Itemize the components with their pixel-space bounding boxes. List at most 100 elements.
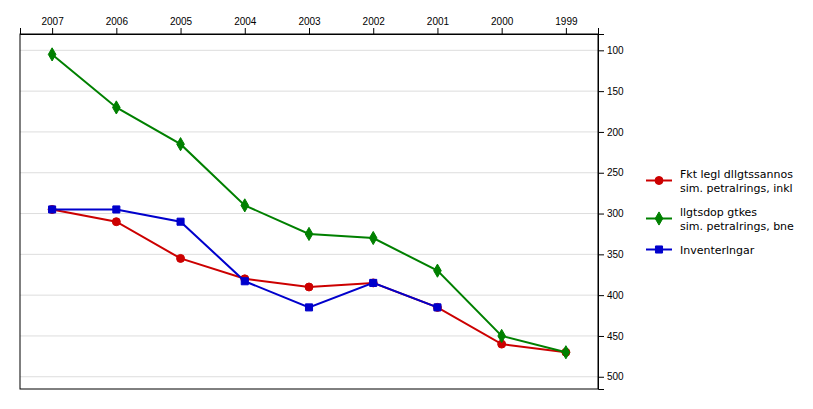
x-tick-label: 2006 [106,16,129,27]
point [305,304,312,311]
grid-line [20,335,598,336]
x-tick-label: 2001 [427,16,450,27]
legend-item: llgtsdop gtkessim. petralrings, bne [646,206,794,233]
x-tick: 2002 [363,16,386,34]
grid-line [20,213,598,214]
x-tick-mark [502,28,503,34]
point [113,206,120,213]
x-tick: 1999 [555,16,578,34]
point [562,346,570,359]
y-tick-mark [598,50,604,51]
grid [20,50,598,376]
point [241,278,248,285]
point [433,303,441,311]
y-tick: 200 [598,127,624,138]
x-tick: 2001 [427,16,450,34]
y-tick-label: 100 [607,45,624,56]
x-tick: 2006 [106,16,129,34]
x-tick-mark [309,28,310,34]
y-tick-mark [598,91,604,92]
x-tick-mark [181,28,182,34]
x-tick: 2005 [170,16,193,34]
y-tick: 250 [598,167,624,178]
plot: 1999200020012002200320042005200620071001… [20,16,624,390]
x-tick-mark [245,28,246,34]
point [370,279,377,286]
y-tick: 450 [598,331,624,342]
legend-label: Fkt legl dllgtssannossim. petralrings, i… [680,168,793,195]
y-tick-label: 350 [607,249,624,260]
plot-frame [20,34,598,389]
legend-label: llgtsdop gtkessim. petralrings, bne [680,206,794,233]
x-tick: 2007 [41,16,64,34]
y-tick-label: 250 [607,167,624,178]
x-tick-label: 2003 [298,16,321,27]
x-tick-mark [116,28,117,34]
y-tick-label: 200 [607,127,624,138]
point [305,283,313,291]
series [49,206,441,311]
y-axis-line [599,35,605,390]
y-tick-mark [598,132,604,133]
legend-item: Fkt legl dllgtssannossim. petralrings, i… [646,168,793,195]
legend-swatch-marker [655,212,663,225]
x-tick-mark [373,28,374,34]
point [241,199,249,212]
y-tick-label: 400 [607,290,624,301]
point [434,304,441,311]
x-tick-label: 2004 [234,16,257,27]
series [48,205,570,356]
y-tick-label: 300 [607,208,624,219]
grid-line [20,91,598,92]
x-tick-label: 2005 [170,16,193,27]
point [177,218,184,225]
grid-line [20,295,598,296]
x-tick-label: 2002 [363,16,386,27]
x-axis-line [21,28,599,35]
point [434,264,442,277]
grid-line [20,376,598,377]
x-tick-label: 2007 [41,16,64,27]
y-tick: 100 [598,45,624,56]
y-axis: 100 150 200 250 300 350 400 450 500 [598,35,624,390]
y-tick-mark [598,336,604,337]
x-tick: 2000 [491,16,514,34]
y-tick: 500 [598,371,624,382]
y-tick-label: 500 [607,371,624,382]
legend: Fkt legl dllgtssannossim. petralrings, i… [646,168,794,257]
point [113,101,121,114]
y-tick-label: 450 [607,331,624,342]
grid-line [20,131,598,132]
x-axis: 1999 2000 2001 2002 2003 2004 2005 2006 2007 [21,16,599,35]
x-tick-mark [437,28,438,34]
point [498,329,506,342]
point [48,205,56,213]
point [369,231,377,244]
legend-swatch-marker [655,246,662,253]
chart: 1999200020012002200320042005200620071001… [0,0,813,409]
y-tick-mark [598,254,604,255]
x-tick-mark [52,28,53,34]
point [112,218,120,226]
point [49,206,56,213]
y-tick: 400 [598,290,624,301]
y-tick-mark [598,377,604,378]
series [48,48,569,359]
y-tick-label: 150 [607,86,624,97]
y-tick-mark [598,214,604,215]
x-tick: 2003 [298,16,321,34]
x-tick-label: 1999 [555,16,578,27]
grid-line [20,172,598,173]
y-tick: 150 [598,86,624,97]
y-tick: 300 [598,208,624,219]
y-tick: 350 [598,249,624,260]
x-tick: 2004 [234,16,257,34]
grid-line [20,254,598,255]
point [48,48,56,61]
point [305,227,313,240]
series-line [52,54,566,352]
legend-label: Inventerlngar [680,244,755,257]
series-line [52,209,437,307]
y-tick-mark [598,173,604,174]
point [177,254,185,262]
